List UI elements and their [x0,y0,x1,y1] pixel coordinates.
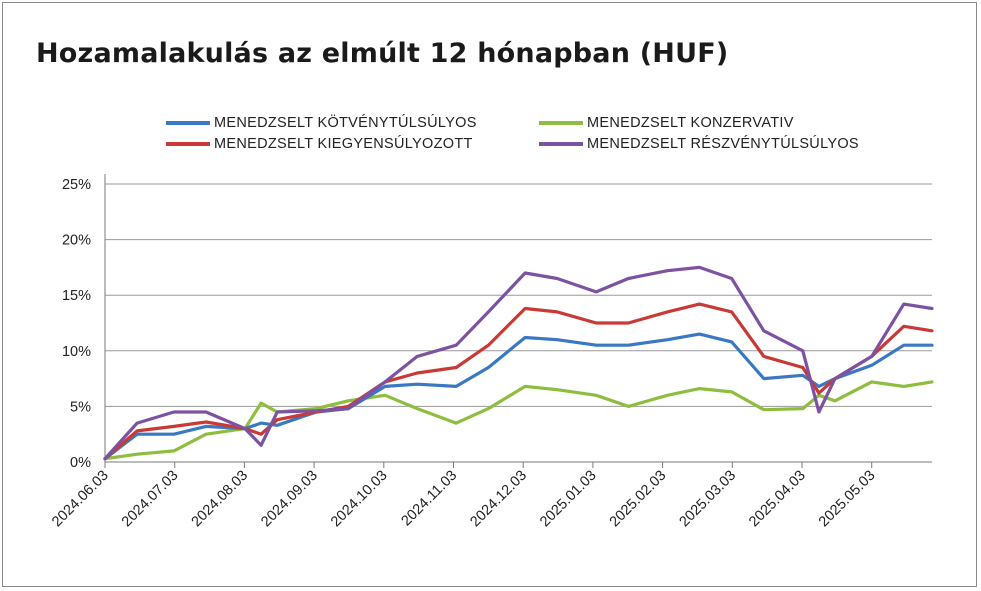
y-tick-label: 15% [62,288,91,304]
y-tick-label: 20% [62,233,91,249]
x-tick-label: 2024.09.03 [258,468,321,531]
x-tick-label: 2024.08.03 [189,468,252,531]
y-tick-label: 0% [70,455,91,471]
x-tick-label: 2024.12.03 [467,468,530,531]
x-tick-label: 2025.04.03 [746,468,809,531]
chart-title: Hozamalakulás az elmúlt 12 hónapban (HUF… [36,38,729,69]
x-tick-label: 2024.10.03 [328,468,391,531]
x-tick-label: 2025.03.03 [676,468,739,531]
series-line-1 [103,380,934,461]
x-tick-label: 2024.06.03 [49,468,112,531]
series-line-2 [103,302,934,461]
x-tick-label: 2025.01.03 [537,468,600,531]
y-tick-label: 25% [62,177,91,193]
y-tick-label: 5% [70,399,91,415]
x-tick-label: 2024.11.03 [398,468,460,530]
series-line-0 [103,332,934,461]
y-tick-label: 10% [62,344,91,360]
x-tick-label: 2025.02.03 [607,468,670,531]
x-tick-label: 2025.05.03 [816,468,879,531]
x-tick-label: 2024.07.03 [119,468,182,531]
series-line-3 [103,265,934,461]
